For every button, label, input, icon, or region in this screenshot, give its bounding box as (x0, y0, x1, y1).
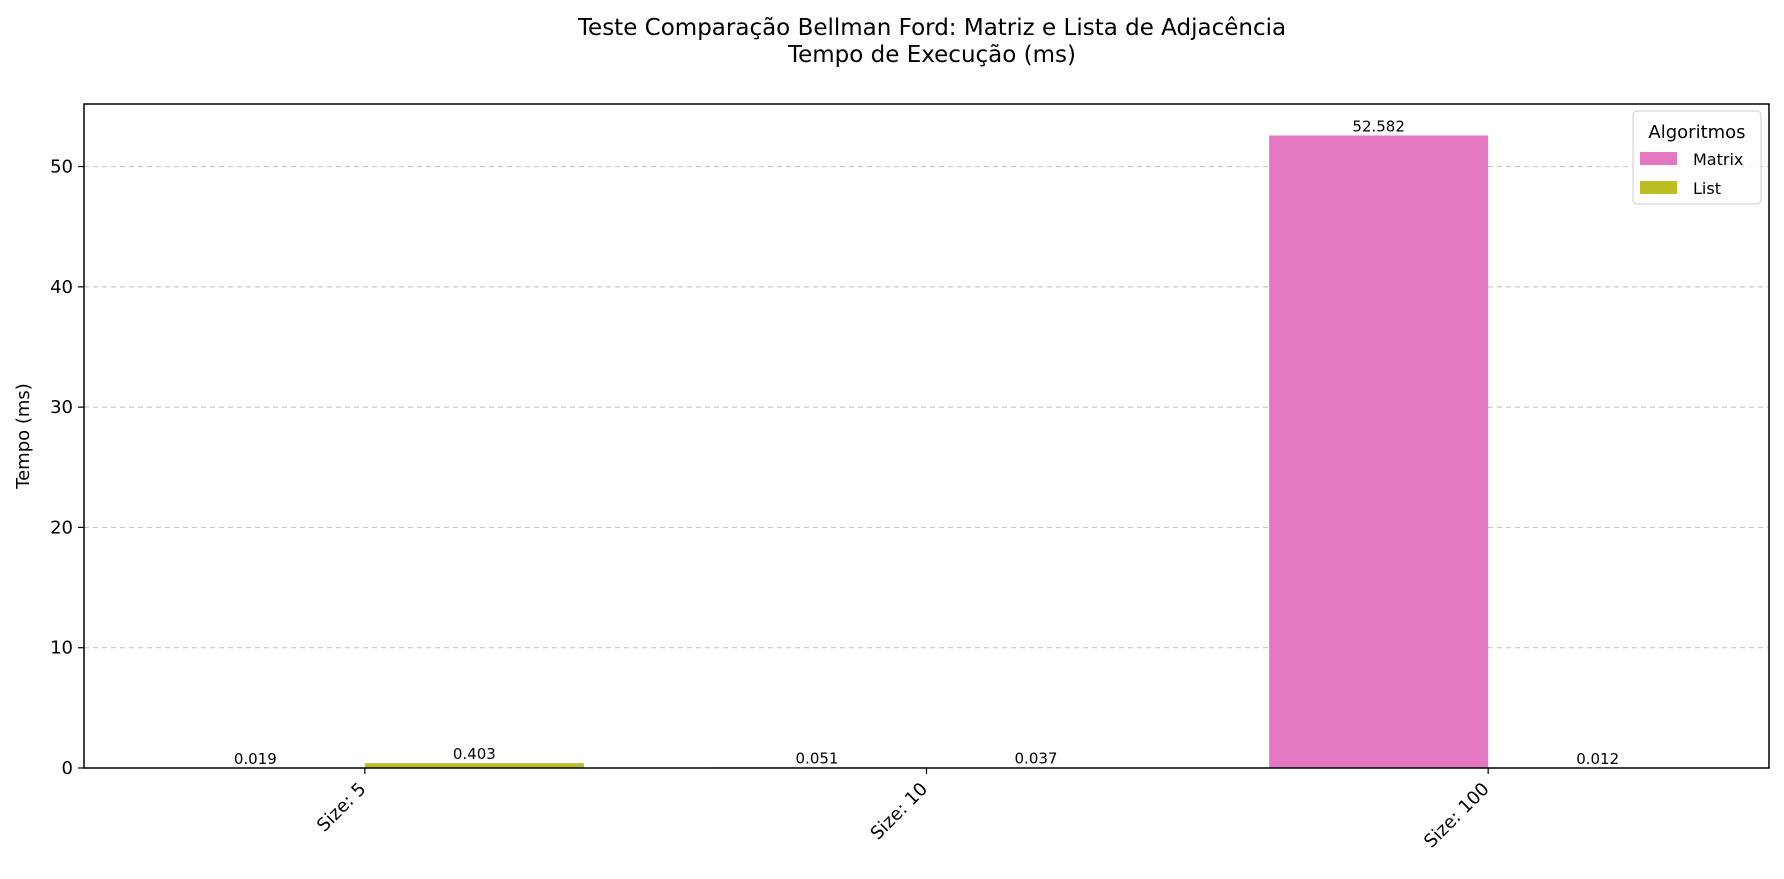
x-tick-label: Size: 10 (867, 779, 933, 845)
legend: Algoritmos Matrix List (1632, 110, 1762, 205)
chart-title: Teste Comparação Bellman Ford: Matriz e … (577, 15, 1286, 41)
data-label-matrix: 52.582 (1352, 117, 1405, 135)
legend-box (1632, 110, 1762, 205)
bar-list (364, 763, 584, 768)
bar-matrix (1269, 135, 1489, 768)
x-tick-label: Size: 100 (1420, 779, 1494, 853)
y-tick-label: 10 (50, 638, 73, 659)
legend-swatch-list (1640, 181, 1677, 194)
y-tick-label: 0 (62, 758, 73, 779)
data-label-list: 0.037 (1015, 750, 1058, 768)
legend-title: Algoritmos (1648, 122, 1745, 143)
y-tick-label: 20 (50, 517, 73, 538)
bars (145, 135, 1708, 768)
plot-frame (83, 103, 1770, 769)
y-axis: 0 10 20 30 40 50 (50, 157, 84, 779)
data-label-matrix: 0.019 (234, 750, 277, 768)
data-label-list: 0.012 (1576, 750, 1619, 768)
y-axis-label: Tempo (ms) (13, 383, 34, 490)
data-label-matrix: 0.051 (796, 749, 839, 767)
legend-label-list: List (1693, 179, 1721, 198)
legend-swatch-matrix (1640, 152, 1677, 165)
y-tick-label: 30 (50, 397, 73, 418)
legend-label-matrix: Matrix (1693, 150, 1743, 169)
x-tick-label: Size: 5 (313, 779, 370, 836)
data-label-list: 0.403 (453, 745, 496, 763)
gridlines (84, 165, 1769, 649)
y-tick-label: 40 (50, 277, 73, 298)
bar-labels: 0.019 0.403 0.051 0.037 52.582 0.012 (234, 117, 1619, 767)
x-axis: Size: 5 Size: 10 Size: 100 (313, 768, 1494, 852)
chart-subtitle: Tempo de Execução (ms) (787, 42, 1076, 68)
y-tick-label: 50 (50, 157, 73, 178)
